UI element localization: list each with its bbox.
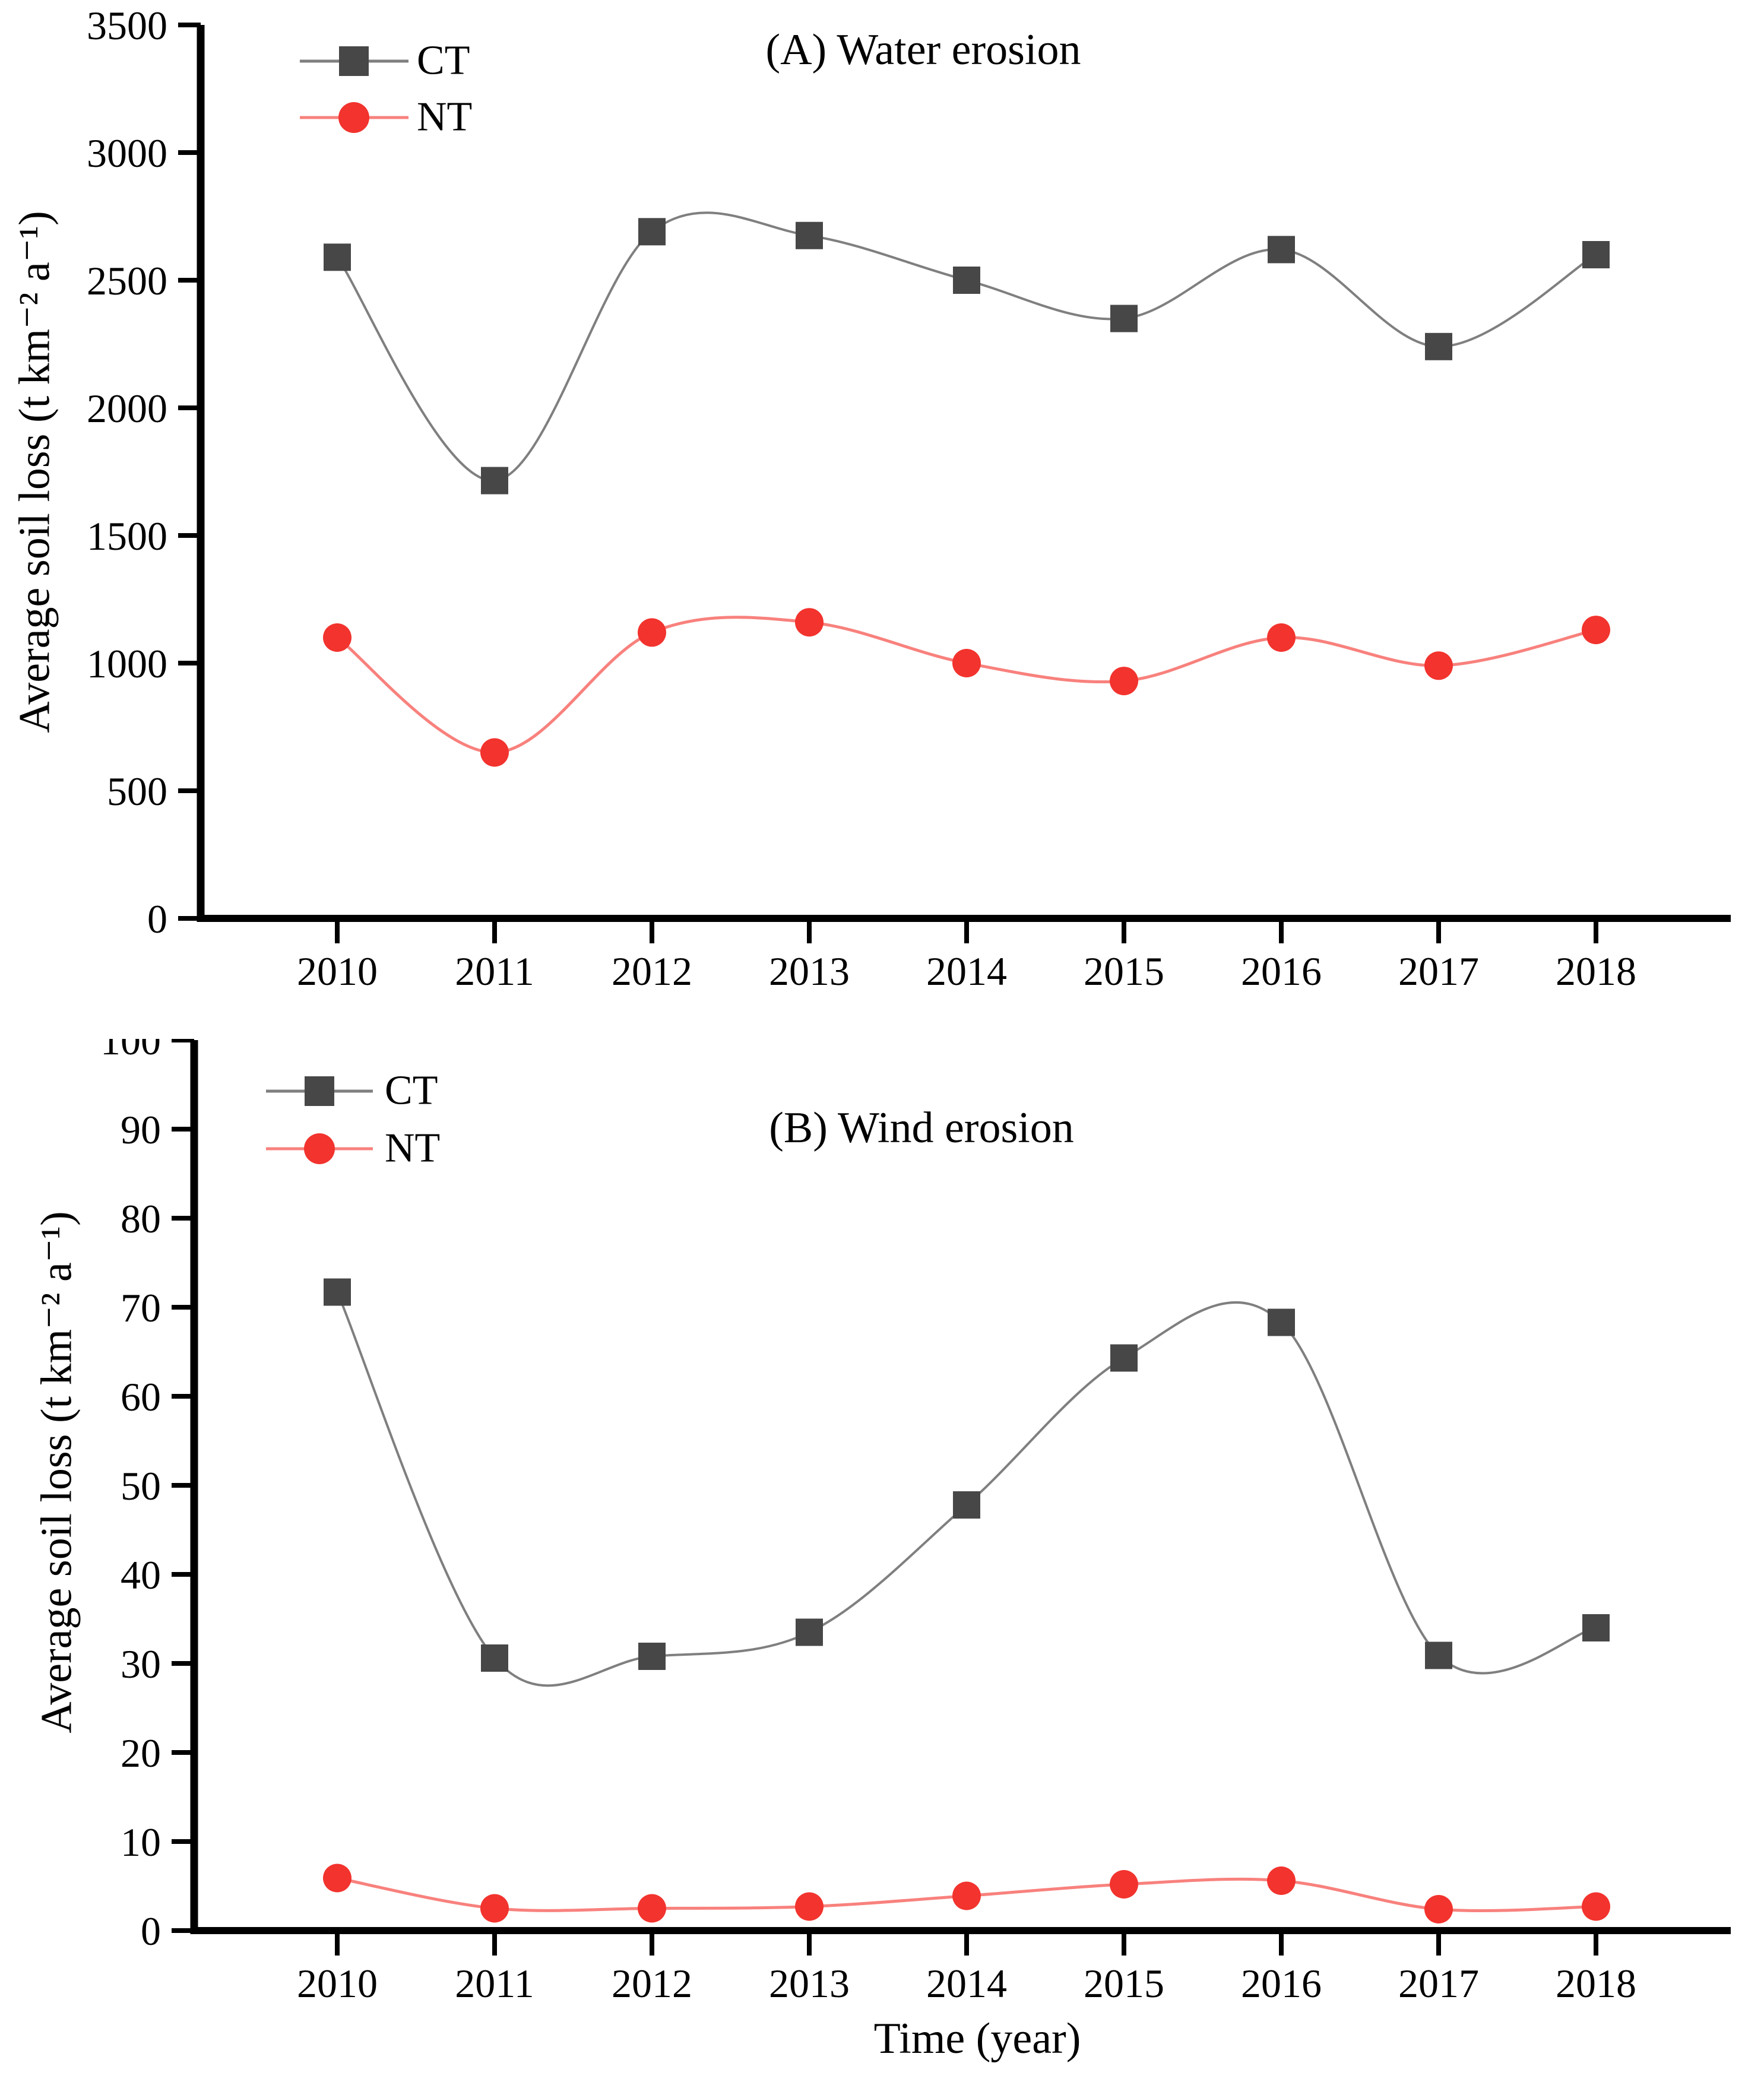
- x-tick-label: 2013: [769, 949, 850, 994]
- ct-marker: [1425, 332, 1452, 360]
- chart-a-title: (A) Water erosion: [765, 26, 1081, 74]
- x-tick-label: 2018: [1556, 949, 1636, 994]
- y-tick-label: 3500: [87, 3, 167, 48]
- x-tick-label: 2014: [926, 949, 1007, 994]
- y-tick-label: 1500: [87, 514, 167, 559]
- ct-marker: [638, 218, 666, 246]
- ct-marker: [953, 267, 980, 294]
- x-tick-label: 2012: [612, 1961, 692, 2006]
- y-tick-label: 90: [121, 1107, 161, 1152]
- x-tick-label: 2011: [455, 949, 534, 994]
- y-tick-label: 70: [121, 1285, 161, 1330]
- water-erosion-chart-svg: 0 500 1000 1500 2000 2500 3000 3500 2010 2011 2012…: [87, 3, 1731, 994]
- nt-marker: [1424, 1895, 1453, 1923]
- ct-marker: [953, 1491, 980, 1519]
- x-tick-label: 2014: [926, 1961, 1007, 2006]
- ct-marker: [1268, 236, 1295, 264]
- nt-marker: [323, 623, 351, 652]
- nt-marker: [638, 618, 666, 647]
- nt-marker: [480, 738, 509, 767]
- nt-marker: [795, 608, 824, 637]
- legend-ct-marker: [339, 46, 369, 76]
- x-tick-label: 2013: [769, 1961, 850, 2006]
- chart-b-y-axis-label: Average soil loss (t km⁻² a⁻¹): [32, 1211, 81, 1733]
- ct-marker: [1110, 1344, 1138, 1372]
- x-tick-label: 2016: [1241, 1961, 1322, 2006]
- legend-nt-marker: [304, 1133, 335, 1164]
- nt-marker: [1582, 616, 1610, 645]
- nt-series-line: [336, 616, 1597, 755]
- y-tick-label: 20: [121, 1731, 161, 1776]
- ct-marker: [1425, 1641, 1452, 1669]
- nt-marker: [1267, 623, 1296, 652]
- y-tick-label: 40: [121, 1552, 161, 1598]
- nt-marker: [952, 649, 981, 677]
- y-tick-label: 2500: [87, 258, 167, 303]
- x-tick-label: 2010: [297, 949, 378, 994]
- ct-marker: [481, 1644, 508, 1672]
- ct-marker: [1110, 305, 1138, 332]
- chart-b-legend-label-nt: NT: [385, 1125, 441, 1171]
- ct-marker: [1582, 241, 1610, 268]
- ct-marker: [638, 1643, 666, 1670]
- nt-marker: [1110, 667, 1138, 696]
- ct-marker: [1582, 1614, 1610, 1641]
- y-tick-label: 30: [121, 1641, 161, 1687]
- y-tick-label: 500: [107, 769, 167, 814]
- x-tick-label: 2015: [1084, 949, 1164, 994]
- nt-marker: [1267, 1866, 1296, 1895]
- ct-marker: [1268, 1308, 1295, 1336]
- chart-a-y-axis-label: Average soil loss (t km⁻² a⁻¹): [10, 211, 59, 733]
- x-tick-label: 2016: [1241, 949, 1322, 994]
- nt-marker: [952, 1881, 981, 1910]
- x-tick-label: 2010: [297, 1961, 378, 2006]
- y-tick-label: 60: [121, 1374, 161, 1419]
- nt-marker: [480, 1894, 509, 1923]
- chart-b-legend-label-ct: CT: [385, 1067, 438, 1114]
- x-axis-label-time: Time (year): [873, 2014, 1081, 2063]
- x-tick-label: 2017: [1398, 1961, 1479, 2006]
- chart-a-legend-label-nt: NT: [417, 94, 473, 140]
- nt-marker: [1582, 1892, 1610, 1921]
- y-tick-label: 0: [141, 1909, 161, 1954]
- x-tick-label: 2015: [1084, 1961, 1164, 2006]
- chart-a-legend-label-ct: CT: [417, 37, 470, 84]
- ct-marker: [796, 221, 823, 249]
- legend-ct-marker: [305, 1076, 334, 1106]
- nt-marker: [1110, 1870, 1138, 1899]
- nt-marker: [638, 1894, 666, 1923]
- ct-marker: [481, 467, 508, 495]
- legend-nt-marker: [338, 102, 369, 133]
- y-tick-label: 50: [121, 1463, 161, 1508]
- y-tick-label: 2000: [87, 386, 167, 431]
- chart-b-title: (B) Wind erosion: [769, 1104, 1074, 1152]
- y-tick-label: 10: [121, 1820, 161, 1865]
- y-tick-label: 0: [147, 896, 167, 942]
- y-tick-label: 80: [121, 1196, 161, 1241]
- ct-marker: [324, 243, 351, 271]
- x-tick-label: 2017: [1398, 949, 1479, 994]
- y-tick-label: 1000: [87, 641, 167, 686]
- wind-erosion-chart-svg: 0 10 20 30 40 50 60 70 80 90 100 2010 2011 2012 2013 20…: [100, 1039, 1731, 2006]
- x-tick-label: 2012: [612, 949, 692, 994]
- y-tick-label: 100: [100, 1039, 161, 1063]
- nt-marker: [323, 1864, 351, 1893]
- nt-marker: [1424, 651, 1453, 680]
- ct-series-line: [336, 211, 1597, 482]
- y-tick-label: 3000: [87, 131, 167, 176]
- x-tick-label: 2018: [1556, 1961, 1636, 2006]
- ct-series-line: [336, 1291, 1597, 1687]
- x-tick-label: 2011: [455, 1961, 534, 2006]
- ct-marker: [796, 1618, 823, 1646]
- ct-marker: [324, 1278, 351, 1306]
- nt-marker: [795, 1892, 824, 1921]
